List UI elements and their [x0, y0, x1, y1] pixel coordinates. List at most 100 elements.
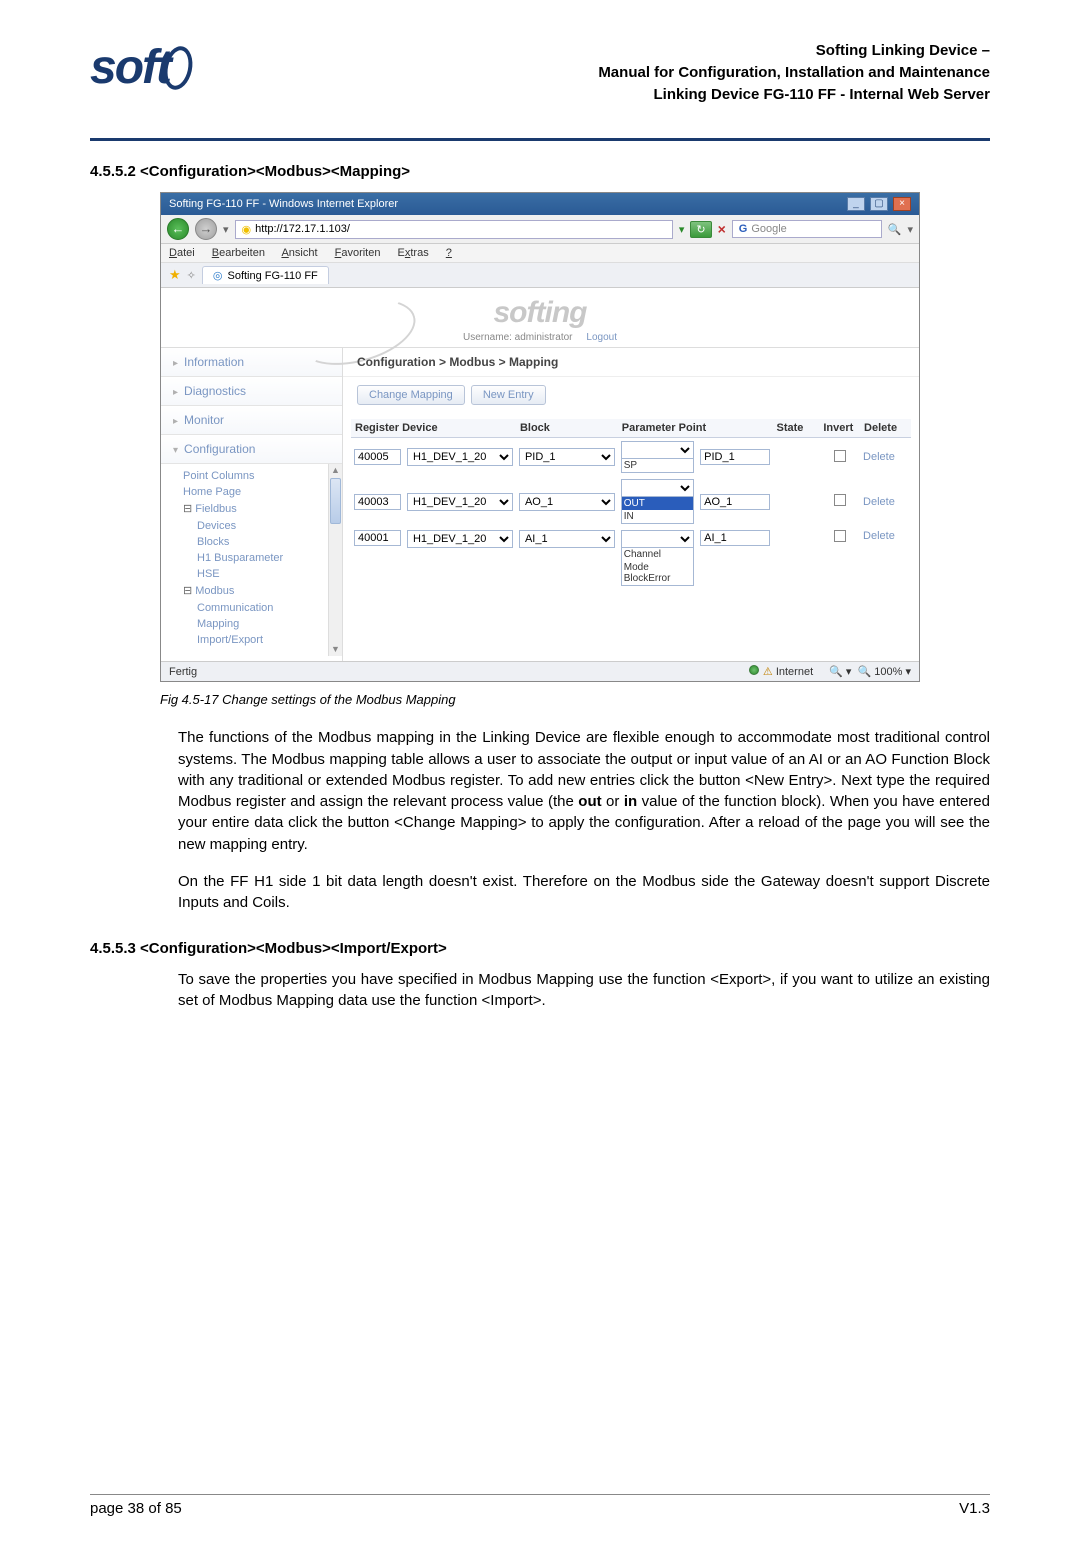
tree-home-page[interactable]: Home Page — [167, 484, 336, 500]
url-field[interactable]: ◉ http://172.17.1.103/ — [235, 220, 673, 239]
sidebar-tree: ▲ ▼ Point Columns Home Page ⊟Fieldbus De… — [161, 464, 342, 656]
sidebar-configuration[interactable]: Configuration — [161, 435, 342, 464]
delete-link[interactable]: Delete — [863, 451, 895, 463]
tree-import-export[interactable]: Import/Export — [167, 632, 336, 648]
param-option[interactable]: Channel — [622, 548, 693, 561]
tree-blocks[interactable]: Blocks — [167, 534, 336, 550]
menu-ansicht[interactable]: Ansicht — [281, 247, 317, 259]
nav-dropdown-icon[interactable]: ▾ — [223, 223, 229, 236]
block-select[interactable]: PID_1 — [519, 448, 615, 466]
delete-link[interactable]: Delete — [863, 496, 895, 508]
table-row: H1_DEV_1_20 AI_1 Channel Mode BlockError — [351, 527, 911, 589]
param-option[interactable]: SP — [621, 459, 694, 473]
tree-fieldbus[interactable]: ⊟Fieldbus — [167, 500, 336, 518]
device-select[interactable]: H1_DEV_1_20 — [407, 530, 513, 548]
tree-hse[interactable]: HSE — [167, 566, 336, 582]
menu-datei[interactable]: Datei — [169, 247, 195, 259]
register-input[interactable] — [354, 530, 401, 546]
sidebar-monitor[interactable]: Monitor — [161, 406, 342, 435]
point-input[interactable] — [700, 494, 769, 510]
search-go-icon[interactable]: 🔍 — [888, 223, 902, 236]
point-input[interactable] — [700, 449, 769, 465]
ie-menubar: Datei Bearbeiten Ansicht Favoriten Extra… — [161, 244, 919, 263]
tree-communication[interactable]: Communication — [167, 600, 336, 616]
search-box[interactable]: G Google — [732, 220, 882, 238]
content-breadcrumb: Configuration > Modbus > Mapping — [343, 348, 919, 377]
forward-button[interactable]: → — [195, 218, 217, 240]
sidebar-scrollbar[interactable]: ▲ ▼ — [328, 464, 342, 656]
table-row: H1_DEV_1_20 AO_1 OUT IN Delete — [351, 476, 911, 527]
parameter-select[interactable] — [621, 479, 694, 497]
menu-bearbeiten[interactable]: Bearbeiten — [212, 247, 265, 259]
footer-version: V1.3 — [959, 1500, 990, 1517]
scroll-thumb[interactable] — [330, 478, 341, 524]
status-right: ⚠ Internet 🔍 ▾ 🔍 100% ▾ — [749, 665, 911, 678]
param-dropdown-list: Channel Mode BlockError — [621, 548, 694, 586]
tree-point-columns[interactable]: Point Columns — [167, 468, 336, 484]
param-option[interactable]: Mode BlockError — [622, 561, 693, 585]
scroll-down-icon[interactable]: ▼ — [329, 643, 342, 656]
param-option[interactable]: IN — [622, 510, 693, 523]
point-input[interactable] — [700, 530, 769, 546]
tree-mapping[interactable]: Mapping — [167, 616, 336, 632]
invert-checkbox[interactable] — [834, 450, 846, 462]
add-tab-icon[interactable]: ✧ — [187, 269, 196, 282]
invert-checkbox[interactable] — [834, 494, 846, 506]
minimize-button[interactable]: _ — [847, 197, 865, 211]
document-page: soft Softing Linking Device – Manual for… — [0, 0, 1080, 1547]
mapping-table: Register Device Block Parameter Point St… — [351, 419, 911, 589]
param-option-selected[interactable]: OUT — [622, 497, 693, 510]
block-select[interactable]: AO_1 — [519, 493, 615, 511]
search-dropdown-icon[interactable]: ▾ — [907, 223, 913, 236]
ie-titlebar: Softing FG-110 FF - Windows Internet Exp… — [161, 193, 919, 215]
softing-logo: soft — [90, 40, 250, 100]
header-line-2: Manual for Configuration, Installation a… — [598, 62, 990, 84]
register-input[interactable] — [354, 449, 401, 465]
block-select[interactable]: AI_1 — [519, 530, 615, 548]
table-header-row: Register Device Block Parameter Point St… — [351, 419, 911, 438]
search-placeholder: Google — [751, 223, 786, 235]
device-select[interactable]: H1_DEV_1_20 — [407, 493, 513, 511]
status-zoom[interactable]: 🔍 ▾ 🔍 100% ▾ — [829, 665, 911, 678]
device-select[interactable]: H1_DEV_1_20 — [407, 448, 513, 466]
banner-logo: softing — [161, 296, 919, 330]
ie-addressbar: ← → ▾ ◉ http://172.17.1.103/ ▾ ↻ × G Goo… — [161, 215, 919, 244]
browser-tab[interactable]: ◎ Softing FG-110 FF — [202, 266, 329, 284]
back-button[interactable]: ← — [167, 218, 189, 240]
sidebar: Information Diagnostics Monitor Configur… — [161, 348, 343, 661]
ie-screenshot: Softing FG-110 FF - Windows Internet Exp… — [160, 192, 920, 682]
favorites-icon[interactable]: ★ — [169, 267, 181, 283]
footer-page: page 38 of 85 — [90, 1500, 182, 1517]
globe-icon — [749, 665, 759, 675]
tree-devices[interactable]: Devices — [167, 518, 336, 534]
new-entry-button[interactable]: New Entry — [471, 385, 546, 405]
page-footer: page 38 of 85 V1.3 — [90, 1494, 990, 1517]
stop-button[interactable]: × — [718, 221, 726, 237]
menu-extras[interactable]: Extras — [398, 247, 429, 259]
close-button[interactable]: × — [893, 197, 911, 211]
parameter-select[interactable] — [621, 530, 694, 548]
logout-link[interactable]: Logout — [586, 332, 617, 343]
scroll-up-icon[interactable]: ▲ — [329, 464, 342, 477]
header-title-block: Softing Linking Device – Manual for Conf… — [598, 40, 990, 105]
window-title: Softing FG-110 FF - Windows Internet Exp… — [169, 198, 398, 210]
refresh-button[interactable]: ↻ — [690, 221, 711, 238]
menu-favoriten[interactable]: Favoriten — [335, 247, 381, 259]
change-mapping-button[interactable]: Change Mapping — [357, 385, 465, 405]
page-header: soft Softing Linking Device – Manual for… — [90, 40, 990, 113]
window-buttons: _ ▢ × — [845, 197, 911, 211]
tree-h1-busparameter[interactable]: H1 Busparameter — [167, 550, 336, 566]
invert-checkbox[interactable] — [834, 530, 846, 542]
tree-modbus[interactable]: ⊟Modbus — [167, 582, 336, 600]
menu-help[interactable]: ? — [446, 247, 452, 259]
sidebar-diagnostics[interactable]: Diagnostics — [161, 377, 342, 406]
table-row: H1_DEV_1_20 PID_1 SP Delete — [351, 438, 911, 477]
delete-link[interactable]: Delete — [863, 530, 895, 542]
url-text: http://172.17.1.103/ — [255, 223, 350, 235]
figure-caption: Fig 4.5-17 Change settings of the Modbus… — [160, 692, 990, 707]
go-dropdown-icon[interactable]: ▾ — [679, 223, 685, 236]
register-input[interactable] — [354, 494, 401, 510]
maximize-button[interactable]: ▢ — [870, 197, 888, 211]
param-dropdown-list: OUT IN — [621, 497, 694, 524]
parameter-select[interactable] — [621, 441, 694, 459]
